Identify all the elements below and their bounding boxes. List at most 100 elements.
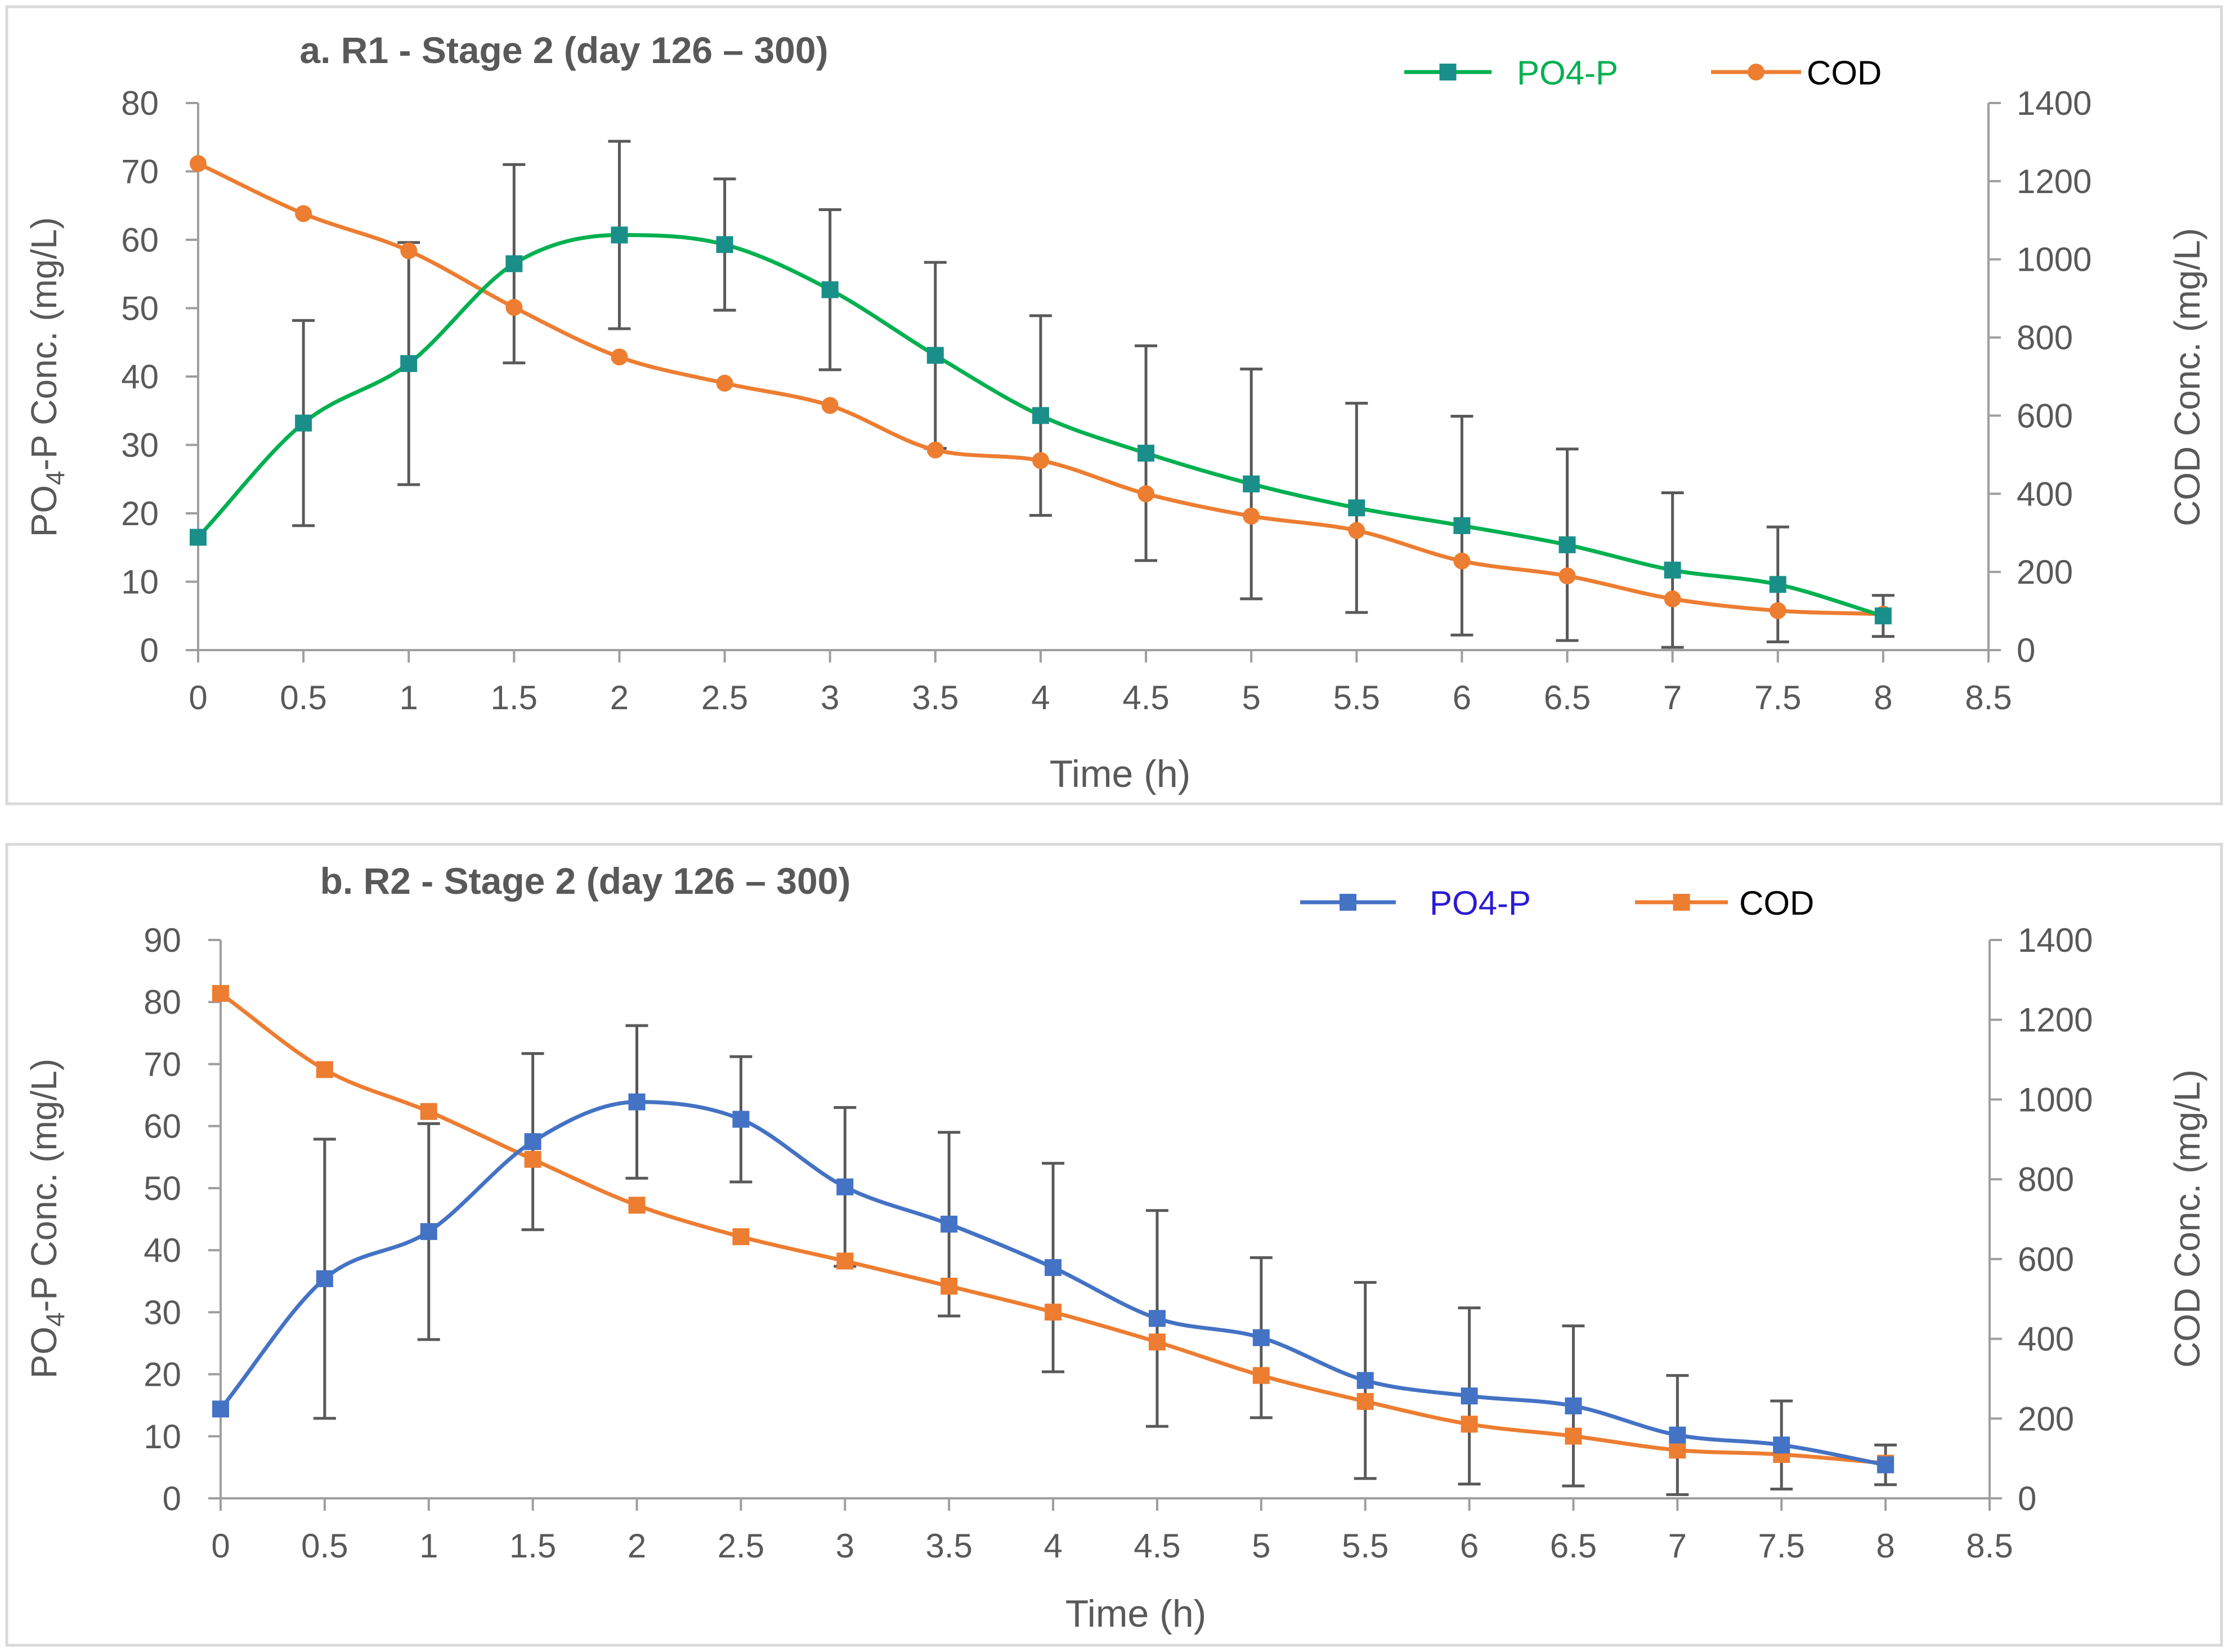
data-point [926,441,944,459]
y-tick-label: 30 [121,427,159,464]
data-point [628,1197,646,1214]
y2-tick-label: 0 [2017,632,2035,669]
data-point [1558,536,1576,553]
data-point [212,1400,229,1418]
data-point [1148,1310,1166,1327]
y-axis-label-part: -P Conc. (mg/L) [24,217,64,471]
y-tick-label: 70 [121,153,159,191]
x-tick-label: 5.5 [1342,1527,1389,1565]
x-tick-label: 5.5 [1333,679,1380,717]
data-point [524,1133,541,1150]
data-point [1137,445,1155,462]
y-tick-label: 40 [144,1232,181,1269]
y2-tick-label: 600 [2018,1241,2074,1278]
y-axis-label: PO4-P Conc. (mg/L) [24,217,70,538]
x-tick-label: 0 [211,1527,230,1565]
y2-tick-label: 400 [2018,1320,2074,1358]
legend-label: COD [1807,54,1882,92]
y2-tick-label: 1200 [2018,1001,2093,1039]
data-point [295,414,312,432]
x-tick-label: 1.5 [509,1527,556,1565]
po4p-line [196,233,1884,618]
y-tick-label: 0 [163,1480,181,1517]
y2-axis-label: COD Conc. (mg/L) [2167,228,2207,526]
data-point [940,1215,958,1233]
data-point [1874,607,1892,625]
po4p-series [190,226,1892,625]
data-point [400,242,418,259]
x-tick-label: 6.5 [1544,679,1591,717]
data-point [926,347,944,364]
y-tick-label: 40 [121,358,159,396]
legend-item-po4p: PO4-P [1300,884,1531,922]
data-point [505,299,523,316]
data-point [732,1111,750,1128]
legend: PO4-P COD [1300,884,1814,922]
y2-tick-label: 1400 [2017,84,2091,122]
legend: PO4-P COD [1404,54,1882,92]
x-tick-label: 8 [1874,679,1892,717]
y-tick-label: 60 [144,1108,181,1145]
data-point [316,1270,333,1287]
data-point [940,1278,958,1295]
data-point [821,281,839,298]
data-point [1453,552,1471,570]
x-tick-label: 0.5 [301,1527,348,1565]
data-point [1769,576,1786,593]
data-point [1356,1372,1374,1389]
legend-marker [1748,64,1764,80]
x-tick-label: 5 [1252,1527,1270,1565]
legend-marker [1439,64,1457,80]
data-point [1045,1304,1062,1321]
data-point [400,355,418,372]
legend-label: COD [1739,884,1814,922]
data-point [1769,602,1786,619]
y2-tick-label: 800 [2017,319,2073,357]
chart-area-border [5,5,2223,805]
data-point [836,1178,854,1196]
y-tick-label: 10 [121,563,159,601]
data-point [1669,1441,1686,1459]
data-point [836,1252,854,1270]
cod-line [219,992,1886,1466]
data-point [1252,1367,1270,1384]
data-point [611,348,628,366]
data-point [1045,1259,1062,1276]
legend-item-po4p: PO4-P [1404,54,1618,92]
y-axis-label: PO4-P Conc. (mg/L) [24,1059,70,1379]
data-point [1348,522,1365,539]
y2-tick-label: 400 [2017,475,2073,513]
x-tick-label: 7.5 [1758,1527,1805,1565]
y-tick-label: 70 [144,1045,181,1083]
y2-tick-label: 800 [2018,1161,2074,1198]
x-tick-label: 8 [1876,1527,1894,1565]
data-point [1558,567,1576,585]
y-tick-label: 80 [144,983,181,1021]
data-point [295,205,312,222]
x-tick-label: 2 [610,679,629,717]
x-tick-label: 3 [836,1527,854,1565]
y-tick-label: 0 [140,632,159,669]
x-tick-label: 8.5 [1966,1527,2013,1565]
po4p-series [212,1093,1894,1474]
data-point [1453,517,1471,534]
y2-tick-label: 1200 [2017,163,2091,200]
y-tick-label: 20 [121,495,159,532]
data-point [316,1061,333,1078]
x-tick-label: 8.5 [1965,679,2012,717]
y-axis-label-part: PO [24,1327,64,1378]
data-point [821,397,839,414]
data-point [1243,475,1260,493]
data-point [628,1093,646,1111]
y2-tick-label: 1000 [2018,1081,2093,1118]
data-point [1148,1333,1166,1351]
legend-item-cod: COD [1711,54,1882,92]
x-tick-label: 1 [419,1527,438,1565]
data-point [611,226,628,244]
data-point [1348,499,1365,517]
data-point [190,155,207,172]
y2-tick-label: 200 [2018,1400,2074,1438]
data-point [1137,485,1155,503]
chart-title: b. R2 - Stage 2 (day 126 – 300) [320,860,851,902]
y2-tick-label: 1400 [2018,921,2093,959]
